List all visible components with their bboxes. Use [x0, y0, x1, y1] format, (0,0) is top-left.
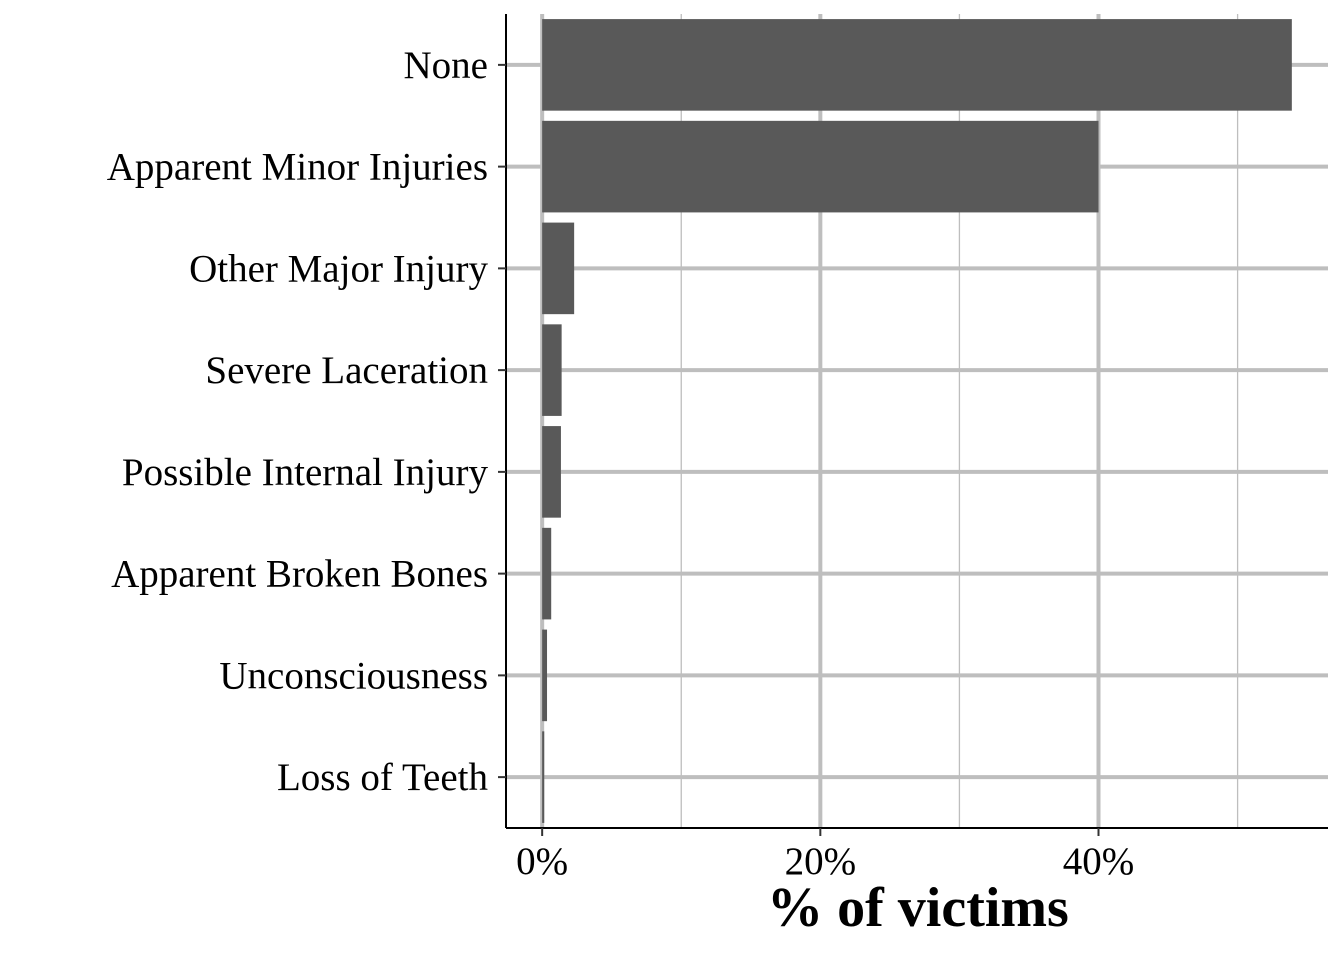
bar-loss-of-teeth	[542, 731, 545, 823]
bar-possible-internal-injury	[542, 426, 561, 518]
y-tick-label: Loss of Teeth	[277, 756, 488, 799]
bar-apparent-broken-bones	[542, 527, 552, 620]
bar-other-major-injury	[542, 222, 575, 315]
y-tick-label: Apparent Broken Bones	[111, 553, 488, 596]
bar-severe-laceration	[542, 324, 562, 416]
y-tick-label: Severe Laceration	[205, 349, 488, 392]
bar-unconsciousness	[542, 629, 548, 722]
y-tick-label: Other Major Injury	[189, 247, 488, 290]
y-tick-label: None	[404, 44, 488, 87]
y-tick-label: Apparent Minor Injuries	[107, 146, 488, 189]
x-tick-label: 20%	[785, 840, 857, 883]
x-tick-label: 40%	[1063, 840, 1135, 883]
bar-none	[542, 19, 1292, 111]
label-layer: None Apparent Minor Injuries Other Major I…	[107, 44, 1135, 883]
y-tick-label: Possible Internal Injury	[122, 451, 489, 494]
axis-layer	[498, 14, 1328, 836]
bar-layer	[542, 19, 1292, 823]
y-tick-label: Unconsciousness	[219, 654, 488, 697]
bar-apparent-minor-injuries	[542, 120, 1099, 213]
x-axis-title: % of victims	[767, 877, 1069, 939]
x-tick-label: 0%	[516, 840, 568, 883]
